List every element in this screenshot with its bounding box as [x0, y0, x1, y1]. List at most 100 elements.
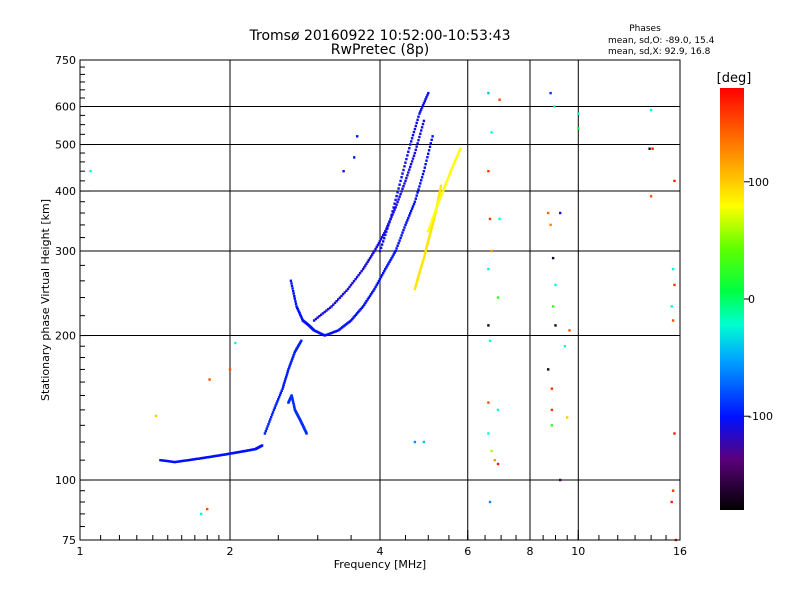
trace-7-interp-point: [449, 171, 452, 174]
isolated-point-4: [208, 378, 211, 381]
trace-3-interp-point: [414, 197, 417, 200]
trace-0-interp-point: [222, 453, 225, 456]
trace-6-interp-point: [421, 261, 424, 264]
trace-4-interp-point: [358, 271, 362, 275]
trace-3-interp-point: [395, 247, 398, 250]
trace-3-interp-point: [410, 207, 414, 210]
trace-7-point-0: [427, 229, 430, 233]
trace-1-interp-point: [283, 381, 286, 385]
trace-1-interp-point: [275, 402, 278, 405]
trace-2-interp-point: [292, 404, 296, 407]
trace-4-interp-point: [364, 264, 367, 267]
trace-3-interp-point: [368, 294, 372, 298]
trace-6-interp-point: [437, 195, 440, 198]
isolated-point-27: [493, 459, 496, 462]
y-axis-label: Stationary phase Virtual Height [km]: [39, 199, 52, 401]
isolated-point-56: [670, 305, 673, 308]
trace-7-point-4: [459, 147, 462, 150]
trace-0-point-1: [173, 460, 176, 464]
trace-5-interp-point: [393, 202, 396, 205]
trace-6-interp-point: [431, 222, 435, 225]
trace-1-interp-point: [293, 352, 296, 355]
trace-3-interp-point: [344, 323, 348, 326]
trace-4-interp-point: [323, 310, 326, 314]
isolated-point-0: [89, 170, 92, 173]
trace-3-interp-point: [329, 332, 332, 335]
trace-4-interp-point: [349, 283, 353, 287]
trace-3-interp-point: [363, 303, 366, 306]
trace-6-interp-point: [420, 264, 423, 267]
trace-6-interp-point: [417, 275, 420, 278]
trace-4-interp-point: [378, 239, 382, 243]
trace-5-interp-point: [395, 194, 398, 198]
trace-0-interp-point: [189, 458, 193, 461]
trace-6-interp-point: [438, 191, 441, 194]
trace-3-interp-point: [418, 185, 421, 188]
trace-2-interp-point: [301, 423, 304, 426]
isolated-point-24: [496, 408, 500, 412]
trace-0-point-0: [159, 459, 162, 462]
trace-3-interp-point: [298, 312, 301, 315]
trace-6-interp-point: [439, 186, 442, 190]
trace-3-interp-point: [400, 234, 403, 237]
trace-6-point-6: [439, 184, 443, 188]
y-tick-label-4: 400: [55, 185, 76, 198]
isolated-point-46: [559, 478, 562, 482]
trace-2-interp-point: [292, 402, 295, 406]
trace-3-interp-point: [391, 255, 394, 258]
trace-2-interp-point: [291, 398, 294, 401]
trace-7-interp-point: [437, 201, 440, 205]
trace-3-interp-point: [393, 251, 396, 254]
isolated-point-15: [487, 170, 490, 173]
isolated-point-45: [566, 416, 569, 419]
trace-4-interp-point: [409, 165, 412, 169]
y-tick-label-7: 750: [55, 54, 76, 67]
trace-3-interp-point: [297, 310, 301, 314]
trace-1-point-3: [287, 368, 290, 371]
trace-6-interp-point: [427, 236, 431, 239]
isolated-point-48: [577, 127, 580, 130]
trace-0-interp-point: [210, 455, 214, 458]
x-tick-label-6: 16: [673, 545, 687, 558]
x-tick-label-5: 10: [571, 545, 585, 558]
trace-3-interp-point: [380, 273, 384, 277]
trace-5-interp-point: [392, 206, 395, 209]
trace-4-interp-point: [338, 296, 342, 299]
trace-3-interp-point: [347, 321, 350, 324]
trace-5-interp-point: [410, 137, 414, 140]
trace-3-interp-point: [343, 324, 346, 327]
trace-1-interp-point: [274, 404, 277, 407]
trace-2-interp-point: [305, 431, 308, 434]
trace-1-interp-point: [279, 391, 282, 395]
trace-4-interp-point: [402, 185, 405, 188]
trace-1-interp-point: [284, 375, 288, 379]
trace-0-interp-point: [175, 460, 178, 464]
isolated-point-52: [649, 195, 653, 198]
trace-4-interp-point: [352, 279, 356, 283]
trace-1-interp-point: [268, 420, 271, 423]
trace-4-interp-point: [420, 126, 424, 129]
isolated-point-47: [577, 112, 580, 115]
trace-3-interp-point: [424, 163, 427, 166]
colorbar-tick-label-1: 0: [748, 293, 755, 306]
trace-3-interp-point: [312, 328, 315, 332]
isolated-point-22: [488, 339, 492, 342]
trace-5-interp-point: [391, 210, 394, 213]
trace-0-interp-point: [197, 457, 200, 460]
trace-3-interp-point: [408, 214, 411, 217]
x-axis-ticks: 1 2 4 6 8 10 16: [77, 530, 687, 558]
trace-5-interp-point: [402, 168, 405, 172]
trace-5-interp-point: [397, 187, 400, 190]
isolated-point-7: [356, 135, 359, 138]
trace-7-interp-point: [450, 167, 454, 170]
trace-4-point-3: [361, 267, 365, 271]
trace-4-interp-point: [420, 129, 423, 132]
trace-4-interp-point: [377, 241, 381, 245]
trace-7-interp-point: [445, 180, 448, 184]
trace-4-interp-point: [405, 176, 408, 180]
trace-3-interp-point: [427, 152, 430, 155]
trace-4-point-8: [413, 151, 417, 155]
trace-4-interp-point: [372, 251, 375, 254]
trace-7-interp-point: [434, 208, 438, 211]
trace-5-interp-point: [423, 100, 426, 103]
